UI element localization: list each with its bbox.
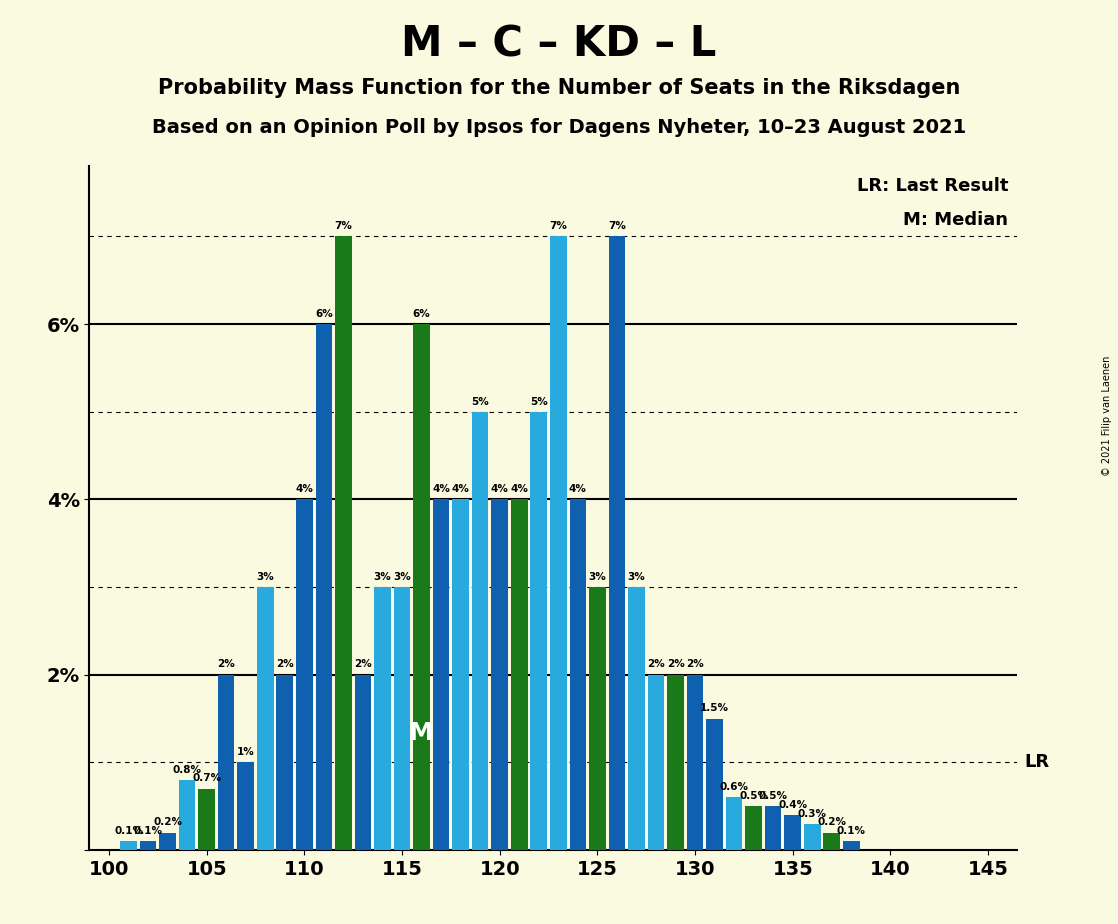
- Text: 0.8%: 0.8%: [172, 765, 201, 774]
- Text: 5%: 5%: [530, 396, 548, 407]
- Bar: [394, 587, 410, 850]
- Text: 2%: 2%: [666, 660, 684, 670]
- Text: Based on an Opinion Poll by Ipsos for Dagens Nyheter, 10–23 August 2021: Based on an Opinion Poll by Ipsos for Da…: [152, 118, 966, 138]
- Bar: [354, 675, 371, 850]
- Bar: [492, 500, 508, 850]
- Text: 4%: 4%: [569, 484, 587, 494]
- Bar: [198, 789, 215, 850]
- Bar: [121, 842, 136, 850]
- Text: 7%: 7%: [334, 221, 352, 231]
- Text: 4%: 4%: [452, 484, 470, 494]
- Bar: [257, 587, 274, 850]
- Text: 1.5%: 1.5%: [700, 703, 729, 713]
- Text: 5%: 5%: [472, 396, 489, 407]
- Text: 2%: 2%: [354, 660, 372, 670]
- Bar: [765, 807, 781, 850]
- Text: LR: Last Result: LR: Last Result: [856, 176, 1008, 195]
- Text: 7%: 7%: [608, 221, 626, 231]
- Bar: [453, 500, 468, 850]
- Bar: [530, 412, 547, 850]
- Text: 0.2%: 0.2%: [153, 818, 182, 827]
- Text: 2%: 2%: [686, 660, 704, 670]
- Bar: [785, 815, 800, 850]
- Text: 4%: 4%: [491, 484, 509, 494]
- Text: Probability Mass Function for the Number of Seats in the Riksdagen: Probability Mass Function for the Number…: [158, 78, 960, 98]
- Bar: [667, 675, 684, 850]
- Text: LR: LR: [1024, 753, 1050, 772]
- Text: M: M: [409, 721, 434, 745]
- Text: 2%: 2%: [217, 660, 235, 670]
- Bar: [296, 500, 313, 850]
- Text: 0.6%: 0.6%: [720, 783, 749, 792]
- Text: 3%: 3%: [373, 572, 391, 582]
- Text: 0.3%: 0.3%: [798, 808, 826, 819]
- Text: 0.1%: 0.1%: [133, 826, 162, 836]
- Bar: [686, 675, 703, 850]
- Bar: [707, 719, 723, 850]
- Bar: [511, 500, 528, 850]
- Bar: [569, 500, 586, 850]
- Bar: [647, 675, 664, 850]
- Bar: [414, 324, 429, 850]
- Bar: [218, 675, 235, 850]
- Text: 0.1%: 0.1%: [837, 826, 865, 836]
- Text: 1%: 1%: [237, 748, 255, 757]
- Text: © 2021 Filip van Laenen: © 2021 Filip van Laenen: [1102, 356, 1111, 476]
- Text: 6%: 6%: [413, 309, 430, 319]
- Bar: [159, 833, 176, 850]
- Bar: [140, 842, 157, 850]
- Text: 7%: 7%: [549, 221, 567, 231]
- Text: 4%: 4%: [510, 484, 528, 494]
- Bar: [726, 797, 742, 850]
- Bar: [628, 587, 645, 850]
- Text: 3%: 3%: [627, 572, 645, 582]
- Text: 0.7%: 0.7%: [192, 773, 221, 784]
- Text: 0.5%: 0.5%: [739, 791, 768, 801]
- Bar: [472, 412, 489, 850]
- Text: 6%: 6%: [315, 309, 333, 319]
- Text: 0.5%: 0.5%: [759, 791, 788, 801]
- Bar: [804, 824, 821, 850]
- Text: 3%: 3%: [394, 572, 411, 582]
- Bar: [433, 500, 449, 850]
- Bar: [843, 842, 860, 850]
- Bar: [746, 807, 762, 850]
- Text: 2%: 2%: [647, 660, 665, 670]
- Bar: [276, 675, 293, 850]
- Bar: [550, 237, 567, 850]
- Bar: [375, 587, 391, 850]
- Text: 4%: 4%: [295, 484, 313, 494]
- Bar: [179, 780, 196, 850]
- Text: 0.4%: 0.4%: [778, 800, 807, 809]
- Text: M: Median: M: Median: [903, 211, 1008, 229]
- Bar: [315, 324, 332, 850]
- Text: 4%: 4%: [433, 484, 451, 494]
- Text: 0.1%: 0.1%: [114, 826, 143, 836]
- Text: 0.2%: 0.2%: [817, 818, 846, 827]
- Bar: [589, 587, 606, 850]
- Text: 2%: 2%: [276, 660, 294, 670]
- Bar: [237, 762, 254, 850]
- Bar: [608, 237, 625, 850]
- Text: 3%: 3%: [256, 572, 274, 582]
- Bar: [335, 237, 352, 850]
- Text: 3%: 3%: [588, 572, 606, 582]
- Text: M – C – KD – L: M – C – KD – L: [401, 23, 717, 65]
- Bar: [824, 833, 840, 850]
